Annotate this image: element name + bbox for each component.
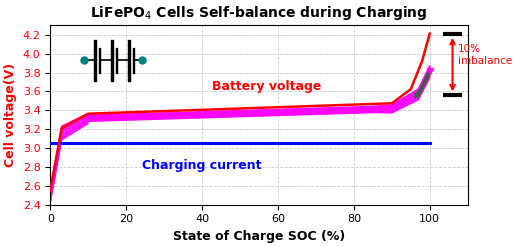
Text: Charging current: Charging current — [142, 159, 262, 172]
Title: LiFePO$_4$ Cells Self-balance during Charging: LiFePO$_4$ Cells Self-balance during Cha… — [90, 4, 428, 22]
Text: 10%
imbalance: 10% imbalance — [458, 44, 512, 66]
Text: Battery voltage: Battery voltage — [212, 80, 321, 93]
X-axis label: State of Charge SOC (%): State of Charge SOC (%) — [173, 230, 345, 243]
Y-axis label: Cell voltage(V): Cell voltage(V) — [4, 63, 17, 167]
